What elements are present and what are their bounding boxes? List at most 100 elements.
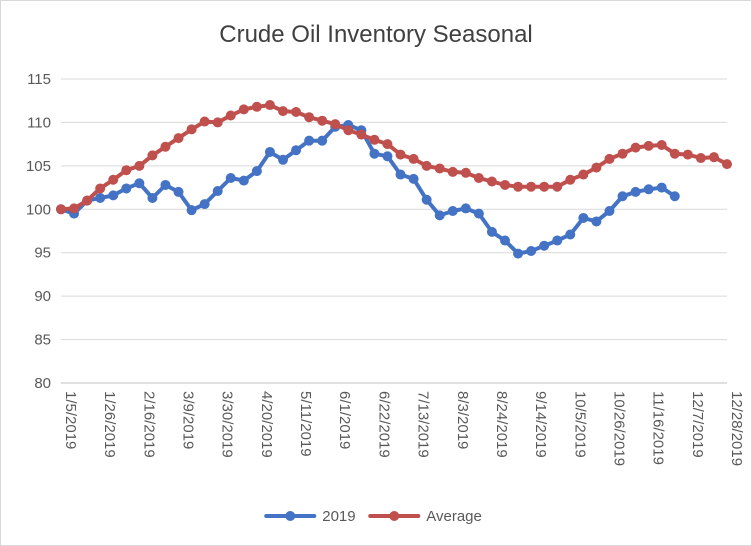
data-point-average: [264, 100, 275, 111]
data-point-average: [578, 169, 589, 180]
data-point-average: [460, 167, 471, 178]
data-point-2019: [473, 208, 484, 219]
y-tick-label: 95: [34, 245, 51, 262]
data-point-2019: [643, 184, 654, 195]
data-point-2019: [526, 245, 537, 256]
series-line-average: [59, 103, 729, 212]
legend-label-2019: 2019: [322, 508, 355, 525]
data-point-average: [382, 139, 393, 150]
x-tick-label: 1/26/2019: [101, 391, 118, 458]
data-point-2019: [500, 235, 510, 246]
data-point-2019: [578, 212, 589, 223]
legend-marker-2019: [285, 511, 296, 521]
y-tick-label: 85: [34, 332, 51, 349]
data-point-2019: [304, 135, 315, 146]
series-line-2019: [59, 123, 677, 256]
data-point-average: [304, 112, 315, 123]
data-point-average: [212, 117, 223, 128]
x-tick-label: 2/16/2019: [140, 391, 157, 458]
x-tick-label: 8/24/2019: [493, 391, 510, 458]
x-tick-label: 6/1/2019: [336, 391, 353, 449]
data-point-2019: [669, 191, 680, 202]
data-point-2019: [264, 146, 275, 157]
data-point-average: [121, 165, 132, 176]
data-point-2019: [656, 182, 667, 193]
data-point-average: [682, 149, 693, 160]
data-point-2019: [251, 166, 262, 177]
data-point-average: [447, 166, 458, 177]
data-point-average: [500, 179, 510, 190]
data-point-2019: [238, 175, 249, 186]
x-tick-label: 4/20/2019: [258, 391, 275, 458]
x-tick-label: 10/5/2019: [571, 391, 588, 458]
data-point-2019: [395, 169, 406, 180]
data-point-average: [708, 152, 719, 163]
x-tick-label: 3/9/2019: [180, 391, 197, 449]
data-point-average: [565, 174, 576, 185]
data-point-2019: [278, 154, 288, 165]
data-point-average: [669, 148, 680, 159]
data-point-average: [356, 129, 367, 140]
data-point-average: [369, 134, 380, 145]
data-point-average: [134, 160, 145, 171]
x-tick-label: 6/22/2019: [375, 391, 392, 458]
data-point-average: [251, 101, 262, 112]
data-point-average: [108, 174, 119, 185]
data-point-average: [539, 181, 550, 192]
data-point-average: [317, 115, 328, 126]
x-tick-label: 7/13/2019: [415, 391, 432, 458]
data-point-average: [434, 163, 445, 174]
data-point-2019: [317, 135, 328, 146]
legend-label-average: Average: [426, 508, 482, 525]
x-tick-label: 12/28/2019: [728, 391, 745, 466]
data-point-2019: [486, 226, 497, 237]
data-point-average: [330, 119, 341, 130]
data-point-average: [238, 104, 249, 115]
data-point-2019: [539, 240, 550, 251]
data-point-average: [617, 148, 628, 159]
data-point-average: [526, 181, 537, 192]
data-point-2019: [225, 173, 236, 184]
data-point-average: [278, 106, 288, 117]
data-point-average: [343, 125, 354, 136]
data-point-average: [82, 195, 93, 206]
x-tick-label: 12/7/2019: [689, 391, 706, 458]
data-point-2019: [382, 151, 393, 162]
data-point-2019: [630, 186, 641, 197]
data-point-2019: [513, 248, 524, 259]
data-point-2019: [121, 183, 132, 194]
legend-marker-average: [389, 511, 400, 521]
data-point-average: [630, 142, 641, 153]
data-point-average: [604, 153, 615, 164]
data-point-average: [591, 162, 602, 173]
data-point-average: [486, 176, 497, 187]
data-point-2019: [291, 145, 302, 156]
data-point-average: [643, 140, 654, 151]
data-point-2019: [199, 199, 210, 210]
data-point-average: [722, 159, 732, 170]
data-point-average: [56, 204, 66, 215]
data-point-2019: [591, 216, 602, 227]
x-tick-label: 8/3/2019: [454, 391, 471, 449]
y-tick-label: 110: [27, 114, 51, 131]
data-point-average: [695, 153, 706, 164]
chart-title: Crude Oil Inventory Seasonal: [219, 21, 533, 48]
data-point-average: [160, 141, 171, 152]
data-point-average: [513, 181, 524, 192]
data-point-average: [147, 150, 158, 161]
data-point-2019: [408, 173, 419, 184]
data-point-average: [408, 153, 419, 164]
data-point-2019: [421, 194, 432, 205]
y-tick-label: 100: [26, 201, 51, 218]
x-tick-label: 11/16/2019: [650, 391, 667, 465]
data-point-average: [421, 160, 432, 171]
x-tick-label: 1/5/2019: [62, 391, 79, 449]
data-point-2019: [160, 179, 171, 190]
data-point-average: [225, 110, 236, 121]
y-tick-label: 105: [26, 158, 51, 175]
data-point-average: [656, 140, 667, 151]
data-point-2019: [108, 190, 119, 201]
data-point-2019: [460, 203, 471, 214]
